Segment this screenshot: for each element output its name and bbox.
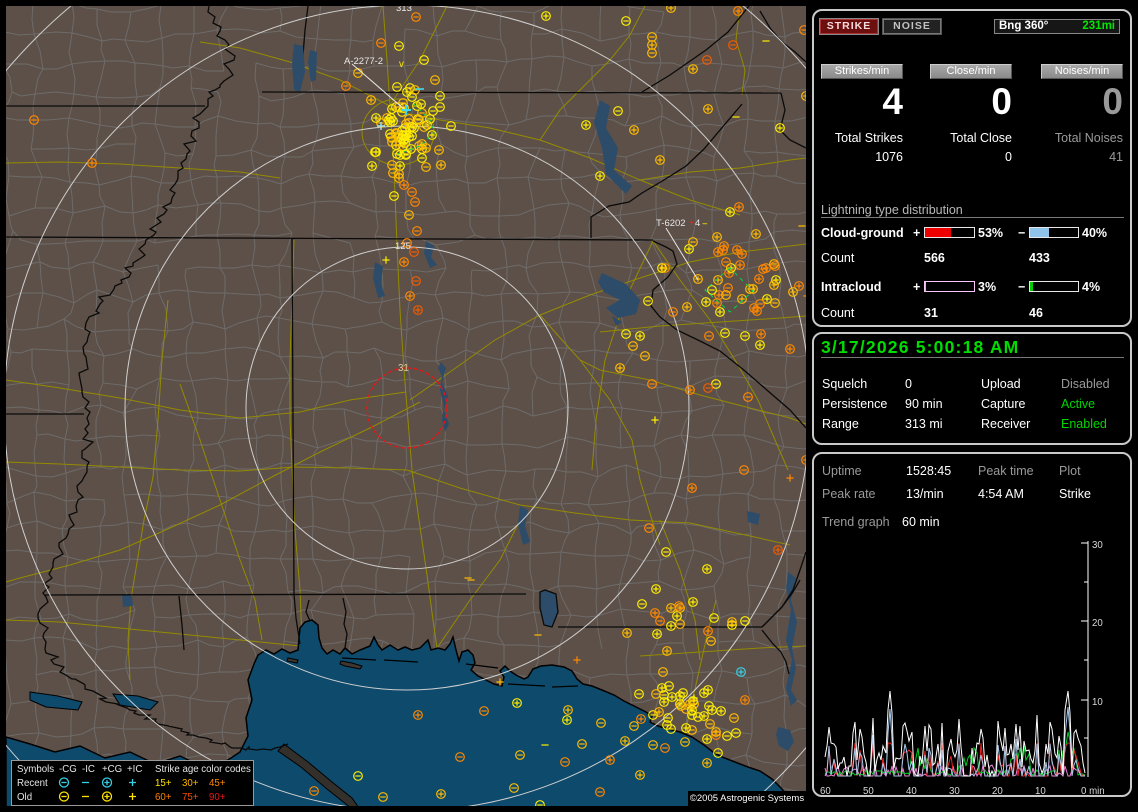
svg-text:50: 50 <box>863 786 874 797</box>
svg-text:v: v <box>399 59 404 70</box>
svg-text:45+: 45+ <box>209 778 226 789</box>
svg-text:+CG: +CG <box>102 764 122 775</box>
svg-text:0 min: 0 min <box>1081 786 1105 797</box>
svg-text:Old: Old <box>17 792 32 803</box>
svg-text:313: 313 <box>396 6 412 14</box>
svg-text:Recent: Recent <box>17 778 48 789</box>
svg-text:Strike age color codes: Strike age color codes <box>155 764 251 775</box>
svg-text:T-6202: T-6202 <box>656 218 686 229</box>
svg-text:−: − <box>702 219 708 230</box>
svg-text:75+: 75+ <box>182 792 199 803</box>
svg-text:40: 40 <box>906 786 917 797</box>
svg-text:90+: 90+ <box>209 792 226 803</box>
svg-text:+IC: +IC <box>127 764 142 775</box>
svg-text:+: + <box>689 218 695 229</box>
svg-text:60+: 60+ <box>155 792 172 803</box>
svg-text:30: 30 <box>949 786 960 797</box>
svg-text:60: 60 <box>820 786 831 797</box>
svg-text:Symbols: Symbols <box>17 764 54 775</box>
svg-text:-IC: -IC <box>82 764 95 775</box>
svg-text:4: 4 <box>695 218 700 229</box>
svg-text:30: 30 <box>1092 540 1103 551</box>
svg-text:20: 20 <box>1092 618 1103 629</box>
svg-text:20: 20 <box>992 786 1003 797</box>
svg-text:30+: 30+ <box>182 778 199 789</box>
svg-text:10: 10 <box>1092 697 1103 708</box>
svg-text:A-2277-2: A-2277-2 <box>344 56 383 67</box>
svg-text:15+: 15+ <box>155 778 172 789</box>
svg-text:125: 125 <box>395 241 411 252</box>
svg-text:-CG: -CG <box>59 764 77 775</box>
svg-text:10: 10 <box>1035 786 1046 797</box>
svg-text:31: 31 <box>398 363 409 374</box>
